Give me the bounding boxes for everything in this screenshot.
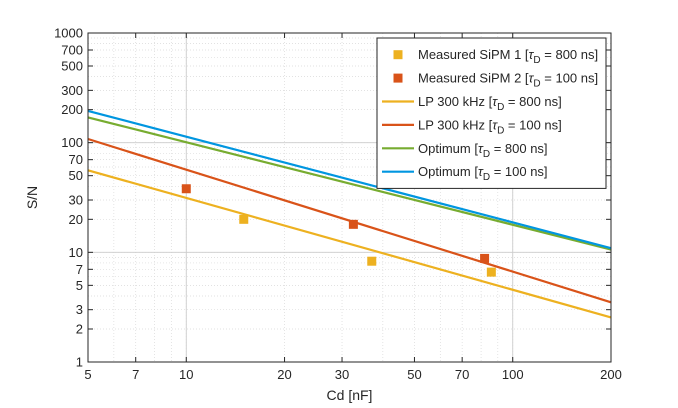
legend-label: Measured SiPM 1 [τD = 800 ns] (418, 47, 598, 66)
y-tick-label: 1 (76, 355, 83, 370)
series-line (87, 169, 612, 319)
y-tick-label: 7 (76, 262, 83, 277)
x-tick-label: 30 (335, 367, 349, 382)
y-tick-label: 1000 (54, 26, 83, 41)
y-tick-label: 10 (69, 245, 83, 260)
legend-marker-swatch (393, 50, 403, 60)
legend-marker-swatch (393, 73, 403, 83)
data-point-marker (486, 267, 496, 277)
x-tick-label: 7 (132, 367, 139, 382)
data-point-marker (480, 253, 490, 263)
tick-labels: 5 7 10 20 30 50 70 100 2001235710203050701002003… (54, 26, 622, 383)
x-tick-label: 100 (502, 367, 524, 382)
data-point-marker (367, 256, 377, 266)
y-tick-label: 2 (76, 321, 83, 336)
legend-label: Optimum [τD = 800 ns] (418, 141, 548, 160)
y-tick-label: 700 (61, 42, 83, 57)
legend: Measured SiPM 1 [τD = 800 ns] Measured Si… (376, 37, 607, 189)
y-tick-label: 3 (76, 302, 83, 317)
y-tick-label: 200 (61, 102, 83, 117)
y-tick-label: 20 (69, 212, 83, 227)
legend-label: Optimum [τD = 100 ns] (418, 164, 548, 183)
y-tick-label: 70 (69, 152, 83, 167)
y-axis-label: S/N (24, 186, 40, 209)
y-tick-label: 100 (61, 135, 83, 150)
x-tick-label: 5 (84, 367, 91, 382)
data-point-marker (181, 184, 191, 194)
x-tick-label: 200 (600, 367, 622, 382)
y-tick-label: 50 (69, 168, 83, 183)
series-line (87, 116, 612, 251)
legend-label: LP 300 kHz [τD = 800 ns] (418, 94, 562, 113)
y-tick-label: 30 (69, 193, 83, 208)
series-group (87, 109, 612, 319)
data-point-marker (239, 214, 249, 224)
x-tick-label: 50 (407, 367, 421, 382)
series-line (87, 109, 612, 250)
x-axis-label: Cd [nF] (327, 387, 373, 403)
x-tick-label: 70 (455, 367, 469, 382)
legend-label: LP 300 kHz [τD = 100 ns] (418, 117, 562, 136)
legend-label: Measured SiPM 2 [τD = 100 ns] (418, 71, 598, 90)
y-tick-label: 300 (61, 83, 83, 98)
y-tick-label: 500 (61, 59, 83, 74)
y-tick-label: 5 (76, 278, 83, 293)
legend-box (376, 37, 607, 189)
plot-frame (87, 32, 612, 363)
x-tick-label: 20 (277, 367, 291, 382)
data-point-marker (348, 219, 358, 229)
ticks (87, 32, 612, 363)
x-tick-label: 10 (179, 367, 193, 382)
